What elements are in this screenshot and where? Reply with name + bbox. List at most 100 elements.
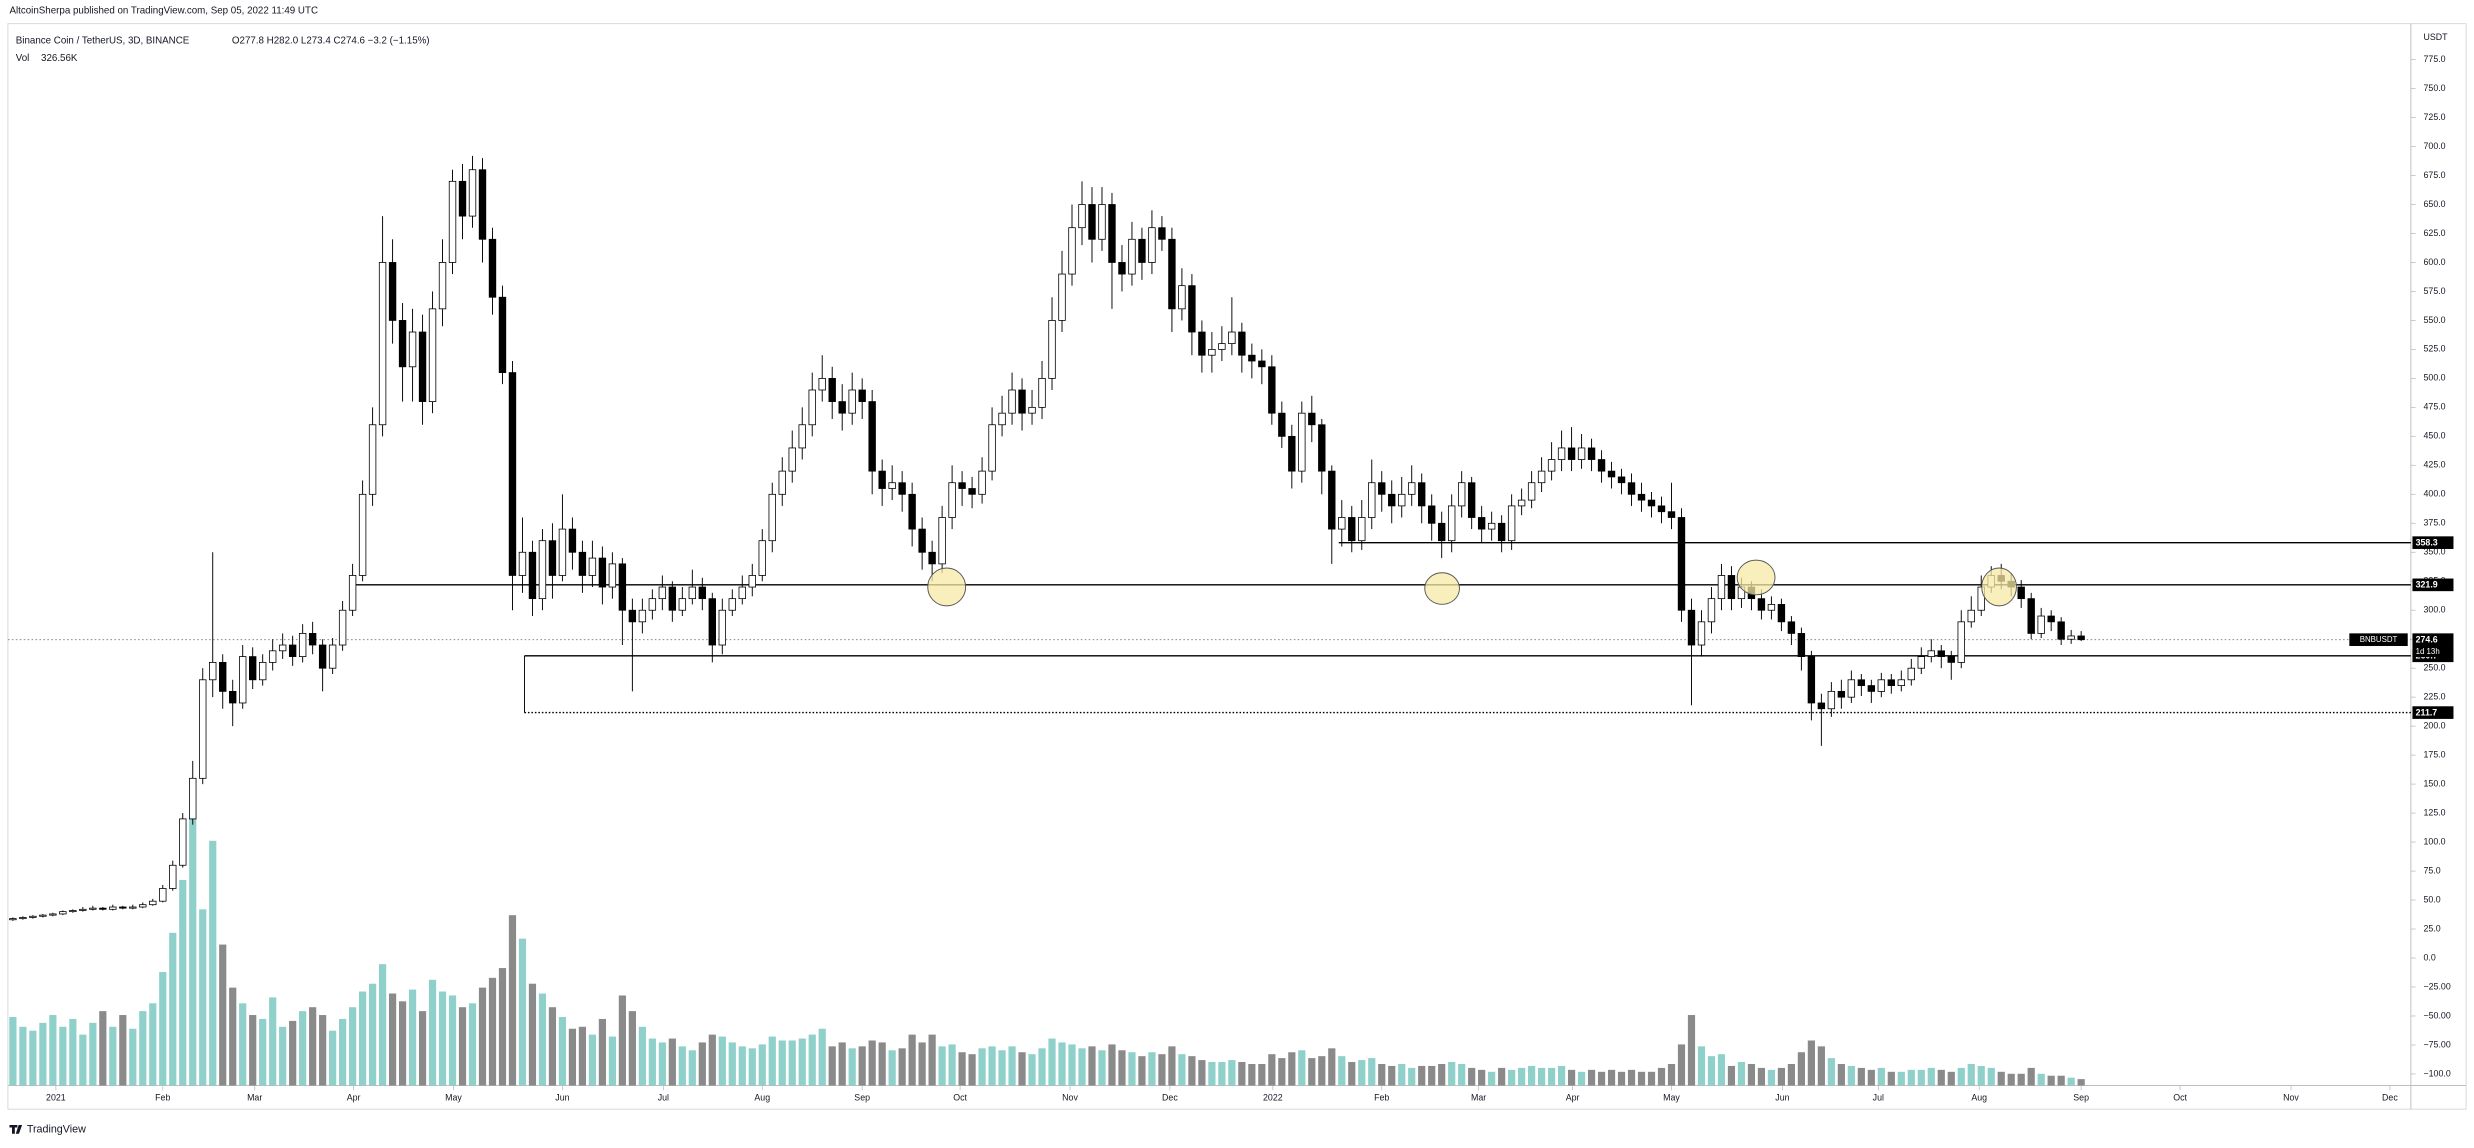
candle-body	[1767, 604, 1776, 611]
y-tick-label: 125.0	[2423, 807, 2445, 817]
volume-bar	[1058, 1042, 1066, 1086]
volume-bar	[1857, 1067, 1865, 1086]
volume-bar	[1148, 1052, 1156, 1086]
candle-body	[2017, 586, 2025, 600]
volume-bar	[1168, 1046, 1176, 1086]
volume-bar	[39, 1022, 47, 1086]
volume-bar	[59, 1026, 67, 1086]
countdown-box	[2412, 645, 2454, 658]
candle-body	[468, 169, 477, 217]
x-tick-label: Sep	[854, 1092, 870, 1102]
candle-body	[109, 906, 117, 910]
y-tick-label: 175.0	[2423, 749, 2445, 759]
volume-bar	[568, 1028, 577, 1086]
candle-body	[778, 470, 786, 495]
y-tick-label: 350.0	[2423, 547, 2445, 557]
candle-body	[1537, 470, 1546, 484]
candle-body	[1278, 412, 1286, 437]
volume-bar	[1288, 1052, 1296, 1086]
candle-body	[1358, 517, 1366, 542]
candle-body	[1837, 690, 1846, 698]
volume-bar	[1907, 1069, 1915, 1086]
candle-body	[1797, 633, 1806, 657]
candle-body	[1198, 331, 1206, 356]
volume-bar	[558, 1016, 567, 1086]
volume-bar	[1957, 1067, 1965, 1086]
last-price-box	[2412, 633, 2454, 646]
candle-body	[368, 424, 377, 495]
highlight-circle	[927, 567, 967, 607]
volume-bar	[1897, 1071, 1905, 1086]
candle-body	[19, 917, 27, 919]
candle-body	[2027, 598, 2035, 634]
volume-bar	[548, 1007, 557, 1086]
volume-bar	[708, 1034, 716, 1086]
volume-bar	[1308, 1058, 1316, 1086]
volume-bar	[1398, 1063, 1406, 1086]
candle-body	[1228, 331, 1236, 345]
volume-bar	[159, 971, 167, 1086]
candle-body	[688, 586, 697, 600]
volume-bar	[309, 1007, 317, 1086]
highlight-circle	[1424, 572, 1460, 605]
candle-body	[1527, 482, 1536, 501]
volume-bar	[29, 1030, 37, 1086]
candle-body	[1318, 424, 1326, 472]
volume-bar	[468, 1003, 477, 1086]
volume-bar	[1248, 1063, 1256, 1086]
candle-body	[119, 906, 127, 909]
volume-bar	[618, 995, 626, 1086]
volume-bar	[1048, 1038, 1056, 1086]
candle-body	[798, 424, 806, 449]
volume-bar	[728, 1042, 736, 1086]
volume-bar	[219, 944, 227, 1086]
volume-bar	[768, 1036, 776, 1086]
candle-body	[1208, 349, 1216, 356]
candle-body	[1218, 343, 1226, 350]
volume-bar	[1827, 1058, 1835, 1086]
volume-bar	[878, 1042, 886, 1086]
candle-body	[1428, 505, 1436, 524]
volume-bar	[1797, 1052, 1805, 1086]
volume-bar	[69, 1018, 77, 1086]
candle-body	[1577, 447, 1586, 460]
volume-bar	[808, 1034, 816, 1086]
candle-body	[1697, 621, 1706, 646]
volume-bar	[378, 964, 387, 1086]
candle-body	[29, 915, 37, 918]
candle-body	[878, 470, 886, 489]
x-tick-label: Feb	[1374, 1092, 1389, 1102]
volume-bar	[1807, 1040, 1815, 1086]
volume-bar	[1548, 1067, 1556, 1086]
candle-body	[1607, 470, 1616, 478]
volume-bar	[49, 1015, 57, 1086]
candle-body	[598, 557, 607, 588]
candle-body	[528, 551, 537, 600]
candle-body	[1827, 690, 1836, 710]
volume-bar	[1138, 1056, 1146, 1086]
volume-bar	[1338, 1056, 1346, 1086]
candle-body	[1667, 511, 1676, 518]
volume-bar	[1488, 1071, 1496, 1086]
candle-body	[139, 904, 147, 908]
volume-bar	[828, 1046, 836, 1086]
volume-bar	[1088, 1046, 1096, 1086]
volume-bar	[1118, 1050, 1126, 1086]
candle-body	[928, 551, 936, 565]
volume-bar	[1687, 1015, 1696, 1086]
y-unit: USDT	[2423, 32, 2448, 42]
candle-body	[1517, 499, 1526, 507]
volume-bar	[518, 938, 527, 1086]
candle-body	[1657, 505, 1666, 513]
volume-bar	[1717, 1054, 1726, 1086]
volume-bar	[1188, 1056, 1196, 1086]
candle-body	[1388, 493, 1396, 507]
candle-body	[1128, 238, 1136, 275]
volume-bar	[1927, 1067, 1935, 1086]
candle-body	[358, 493, 367, 576]
symbol-label: BNBUSDT	[2360, 635, 2398, 644]
y-tick-label: −100.0	[2423, 1068, 2450, 1078]
chart-frame	[7, 23, 2467, 1110]
volume-bar	[918, 1042, 926, 1086]
